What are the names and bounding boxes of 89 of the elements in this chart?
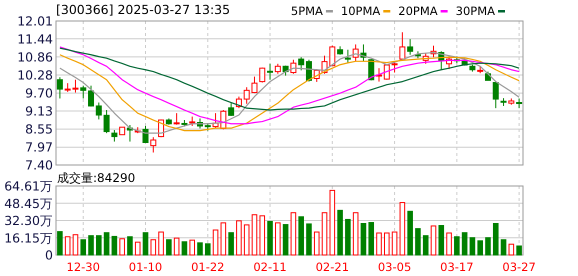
bar <box>485 237 491 256</box>
bar <box>57 231 63 256</box>
bar <box>236 220 242 256</box>
bar <box>330 190 336 256</box>
bar <box>228 232 234 256</box>
x-tick-label: 03-27 <box>502 260 536 274</box>
bar <box>422 235 429 256</box>
y-tick-label: 8.55 <box>25 122 53 137</box>
bar <box>182 241 188 256</box>
y-tick-label: 32.30万 <box>4 213 53 228</box>
bar <box>508 244 514 256</box>
bar <box>189 240 196 256</box>
line-series <box>59 48 520 111</box>
bar <box>204 243 211 256</box>
bar <box>142 232 148 256</box>
bar <box>360 222 366 256</box>
text: 成交量:84290 <box>57 171 136 185</box>
bar <box>322 212 328 256</box>
bar <box>314 232 320 256</box>
bar <box>492 222 499 256</box>
bar <box>80 239 86 256</box>
bar <box>127 236 133 256</box>
y-tick-label: 11.44 <box>17 31 54 46</box>
y-tick-label: 10.86 <box>17 49 54 64</box>
bar <box>275 222 281 256</box>
x-tick-label: 03-17 <box>440 260 474 274</box>
bar <box>477 240 483 256</box>
x-tick-label: 03-05 <box>378 260 412 274</box>
y-tick-label: 7.97 <box>25 140 53 155</box>
bar <box>166 239 172 256</box>
y-tick-label: 0 <box>45 248 54 262</box>
bar <box>500 239 506 256</box>
bar <box>430 225 436 256</box>
y-tick-label: 64.61万 <box>4 178 53 194</box>
y-tick-label: 10.28 <box>17 68 54 83</box>
bar <box>415 228 421 256</box>
x-tick-label: 02-21 <box>316 260 350 274</box>
bar <box>352 212 358 256</box>
bar <box>298 216 304 256</box>
bar <box>306 223 312 256</box>
bar <box>470 237 476 256</box>
bar <box>150 239 156 256</box>
y-tick-label: 9.13 <box>25 103 53 118</box>
legend-label: 30PMA <box>456 4 496 18</box>
bar <box>134 242 141 256</box>
x-tick-label: 12-30 <box>66 260 100 274</box>
bar <box>446 232 452 256</box>
bar <box>212 230 218 256</box>
bar <box>282 224 288 256</box>
bar <box>345 218 351 256</box>
bar <box>462 232 468 256</box>
bar <box>376 232 382 256</box>
y-tick-label: 12.01 <box>17 14 53 28</box>
bar <box>454 236 460 256</box>
x-tick-label: 01-10 <box>128 260 162 274</box>
bar <box>384 232 390 256</box>
bar <box>174 238 180 256</box>
bar <box>368 222 374 256</box>
bar <box>158 232 164 256</box>
bar <box>64 236 70 256</box>
bar <box>119 238 125 256</box>
bar <box>400 202 406 256</box>
bar <box>267 220 273 256</box>
bar <box>252 214 258 256</box>
legend-label: 10PMA <box>340 4 380 18</box>
bar <box>112 236 118 256</box>
bar <box>88 235 94 256</box>
bar <box>259 215 266 256</box>
bar <box>392 232 398 256</box>
legend-label: 20PMA <box>398 4 438 18</box>
bar <box>290 212 296 256</box>
bar <box>197 242 203 256</box>
y-tick-label: 16.15万 <box>4 230 53 246</box>
x-tick-label: 02-11 <box>253 260 287 274</box>
bar <box>244 224 250 256</box>
x-tick-label: 01-22 <box>191 260 224 274</box>
bar <box>407 210 413 256</box>
legend-label: 5PMA <box>290 4 324 18</box>
bar <box>96 235 102 256</box>
chart-title: [300366] 2025-03-27 13:35 <box>56 2 230 17</box>
bar <box>516 245 522 256</box>
y-tick-label: 9.70 <box>25 86 54 101</box>
y-tick-label: 7.40 <box>25 158 54 172</box>
bar <box>72 234 78 256</box>
bar <box>104 232 110 256</box>
bar <box>337 210 343 256</box>
bar <box>220 222 226 256</box>
bar <box>438 225 444 256</box>
y-tick-label: 48.45万 <box>4 196 53 211</box>
